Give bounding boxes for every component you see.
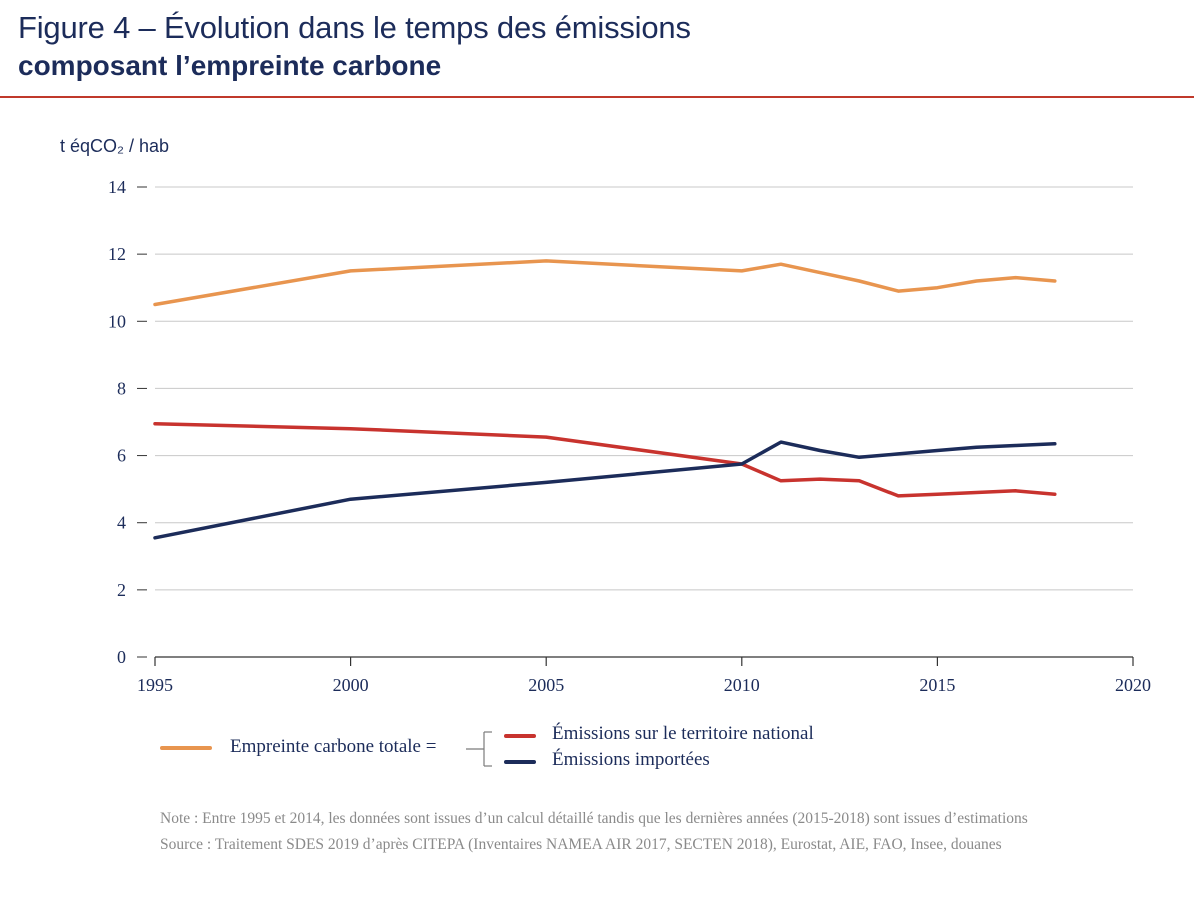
legend-label-national: Émissions sur le territoire national bbox=[552, 723, 814, 744]
series-line-national bbox=[153, 421, 1057, 498]
figure-title-line1: Figure 4 – Évolution dans le temps des é… bbox=[18, 10, 691, 45]
chart-legend: Empreinte carbone totale = Émissions sur… bbox=[160, 720, 920, 780]
x-tick-label: 1995 bbox=[137, 675, 173, 695]
x-tick-label: 2010 bbox=[724, 675, 760, 695]
y-axis-unit-label: t éqCO₂ / hab bbox=[60, 136, 170, 156]
source-line: Source : Traitement SDES 2019 d’après CI… bbox=[160, 836, 1002, 853]
y-tick-label: 6 bbox=[117, 446, 126, 466]
series-lines bbox=[153, 259, 1057, 540]
legend-label-total: Empreinte carbone totale = bbox=[230, 736, 437, 757]
y-tick-label: 4 bbox=[117, 513, 126, 533]
y-tick-label: 10 bbox=[108, 311, 126, 331]
figure-title-line2: composant l’empreinte carbone bbox=[18, 50, 442, 81]
y-tick-label: 0 bbox=[117, 647, 126, 667]
legend-swatch-national bbox=[504, 734, 536, 738]
legend-swatch-imported bbox=[504, 760, 536, 764]
series-line-imported bbox=[153, 440, 1057, 540]
y-tick-label: 8 bbox=[117, 378, 126, 398]
note-line: Note : Entre 1995 et 2014, les données s… bbox=[160, 810, 1028, 827]
grid-lines bbox=[155, 186, 1133, 591]
axes: 0 2 4 6 8 10 12 14 1995 2000 2005 2010 2015 2020 bbox=[108, 177, 1151, 695]
x-tick-label: 2020 bbox=[1115, 675, 1151, 695]
y-tick-label: 12 bbox=[108, 244, 126, 264]
legend-label-imported: Émissions importées bbox=[552, 749, 710, 770]
y-tick-label: 2 bbox=[117, 580, 126, 600]
x-tick-label: 2015 bbox=[919, 675, 955, 695]
x-tick-label: 2000 bbox=[333, 675, 369, 695]
y-tick-label: 14 bbox=[108, 177, 126, 197]
legend-bracket bbox=[466, 731, 492, 767]
x-tick-label: 2005 bbox=[528, 675, 564, 695]
series-line-total bbox=[153, 259, 1057, 307]
legend-swatch-total bbox=[160, 746, 212, 750]
chart-note: Note : Entre 1995 et 2014, les données s… bbox=[160, 806, 1028, 858]
title-divider bbox=[0, 96, 1194, 98]
